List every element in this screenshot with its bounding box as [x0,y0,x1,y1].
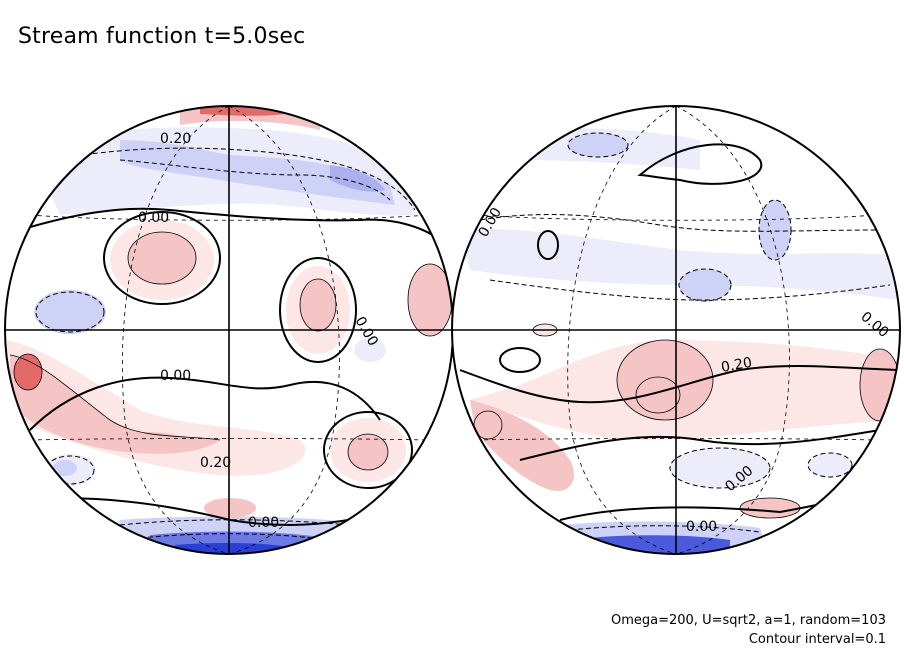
contour-positive [9,354,221,441]
meridian [567,106,677,554]
left-globe: 0.200.000.000.000.200.00 [4,105,454,555]
footer-params: Omega=200, U=sqrt2, a=1, random=103 [610,613,886,628]
contour-negative [489,279,891,301]
contour-label: 0.20 [720,355,753,376]
parallel [475,438,876,441]
parallel [475,214,876,221]
neg-region [590,535,730,554]
neg-region [120,140,395,205]
contour-negative [29,147,416,211]
neg-region [460,229,900,300]
left-globe-field [5,106,453,554]
contour-zero [519,429,881,461]
meridian [121,106,230,554]
meridian [675,106,790,554]
pos-region [10,355,220,454]
pos-region [200,106,300,116]
right-globe-outline [451,105,901,555]
contour-zero [637,143,763,185]
footer-contour-interval: Contour interval=0.1 [748,632,886,647]
contour-label: 0.00 [686,519,717,535]
chart-title: Stream function t=5.0sec [18,24,306,49]
contour-label: 0.20 [200,455,231,471]
contour-label: 0.00 [160,368,191,384]
contour-negative [139,533,331,541]
neg-region [330,165,385,192]
contour-zero [19,207,441,241]
contour-label: 0.00 [138,210,169,226]
contour-negative [479,214,881,232]
contour-label: 0.20 [160,131,191,147]
meridian [228,106,340,554]
contour-zero [459,364,900,404]
contour-negative [569,525,761,533]
parallel [29,214,429,221]
right-globe-field [452,106,900,554]
parallel [29,438,429,441]
contour-label: 0.00 [248,515,279,531]
right-globe: 0.000.000.200.000.00 [451,105,901,555]
neg-region [175,542,290,554]
contour-negative [119,519,351,526]
